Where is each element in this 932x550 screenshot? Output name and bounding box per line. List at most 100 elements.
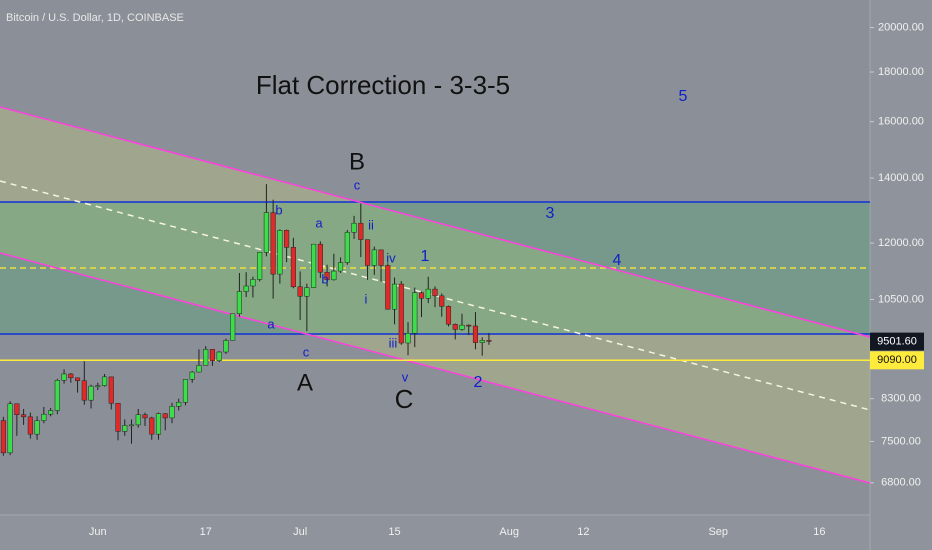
chart-title: Bitcoin / U.S. Dollar, 1D, COINBASE: [6, 12, 184, 24]
candle-body: [230, 313, 236, 341]
candle-body: [452, 324, 458, 330]
candle-body: [317, 243, 323, 273]
candle-body: [344, 232, 350, 263]
candle-body: [263, 212, 269, 253]
candle-body: [479, 340, 485, 343]
wave-label: C: [395, 384, 414, 414]
y-tick-label: 7500.00: [881, 435, 921, 447]
x-tick-label: 17: [200, 526, 212, 538]
candle-body: [34, 420, 40, 435]
wave-label: 3: [546, 205, 555, 222]
candle-body: [385, 265, 391, 310]
candle-body: [41, 413, 47, 421]
candle-body: [459, 324, 465, 330]
candle-body: [223, 340, 229, 353]
x-tick-label: Jun: [89, 526, 107, 538]
candle-body: [108, 376, 114, 404]
candle-body: [182, 379, 189, 403]
wave-label: i: [365, 291, 368, 306]
price-tag: [870, 351, 924, 370]
y-tick-label: 16000.00: [878, 116, 924, 128]
x-tick-label: Jul: [293, 526, 307, 538]
y-tick-label: 8300.00: [881, 393, 921, 405]
wave-label: 4: [613, 252, 622, 269]
candle-body: [236, 291, 242, 315]
y-tick-label: 6800.00: [881, 477, 921, 489]
candle-body: [189, 371, 195, 380]
candle-body: [203, 349, 209, 366]
candle-body: [358, 222, 364, 240]
candle-body: [176, 401, 182, 407]
candle-body: [115, 403, 121, 432]
candle-body: [122, 425, 128, 432]
candle-body: [391, 283, 398, 310]
candle-body: [338, 262, 344, 272]
candle-body: [371, 249, 377, 266]
candle-body: [425, 288, 431, 299]
price-axis: [870, 0, 932, 550]
candle-body: [54, 380, 60, 411]
candle-body: [398, 283, 404, 344]
candle-body: [48, 410, 54, 415]
wave-label: a: [315, 215, 323, 230]
candle-body: [209, 349, 215, 362]
candle-body: [250, 279, 256, 287]
channel-line: [0, 252, 871, 484]
plot-background: [0, 0, 870, 515]
wave-label: 2: [474, 374, 483, 391]
candle-body: [290, 247, 296, 288]
candle-body: [101, 376, 108, 386]
candle-body: [216, 351, 222, 362]
wave-label: iii: [389, 335, 398, 350]
x-tick-label: 12: [577, 526, 589, 538]
wave-label: c: [354, 177, 361, 192]
candle-body: [162, 413, 168, 419]
x-tick-label: 16: [813, 526, 825, 538]
candle-body: [7, 403, 13, 454]
candle-body: [95, 385, 101, 387]
candle-body: [331, 270, 337, 281]
candle-body: [351, 222, 357, 233]
wave-label: 5: [679, 88, 688, 105]
candle-body: [304, 287, 310, 297]
candle-body: [128, 424, 135, 427]
candle-body: [412, 292, 418, 334]
x-tick-label: Aug: [499, 526, 519, 538]
candle-body: [378, 249, 384, 266]
candle-body: [149, 417, 155, 435]
wave-label: Flat Correction - 3-3-5: [256, 70, 510, 100]
wave-label: iv: [386, 250, 396, 265]
candle-body: [472, 325, 479, 343]
wave-label: A: [297, 369, 313, 396]
candle-body: [324, 271, 330, 281]
y-tick-label: 20000.00: [878, 21, 924, 33]
y-tick-label: 18000.00: [878, 66, 924, 78]
wave-label: b: [321, 271, 328, 286]
wave-label: 1: [421, 248, 430, 265]
y-tick-label: 10500.00: [878, 293, 924, 305]
wave-label: c: [303, 344, 310, 359]
channel-mid: [0, 180, 871, 411]
candle-body: [14, 403, 20, 415]
candle-body: [75, 377, 81, 381]
candle-body: [61, 373, 67, 381]
candle-body: [169, 406, 175, 419]
price-tag: [870, 332, 924, 351]
candle-body: [27, 416, 33, 435]
x-tick-label: 15: [388, 526, 400, 538]
wave-label: b: [275, 202, 282, 217]
candle-body: [405, 333, 411, 344]
candle-body: [243, 285, 249, 292]
y-tick-label: 14000.00: [878, 172, 924, 184]
candle-body: [270, 212, 276, 275]
time-axis: [0, 515, 870, 550]
candle-body: [68, 373, 74, 379]
price-tag-label: 9501.60: [877, 336, 917, 348]
candle-body: [142, 414, 148, 419]
candle-body: [432, 288, 438, 297]
candle-body: [311, 243, 317, 288]
candle-body: [81, 380, 87, 401]
candle-body: [277, 230, 283, 275]
candle-body: [155, 413, 162, 435]
